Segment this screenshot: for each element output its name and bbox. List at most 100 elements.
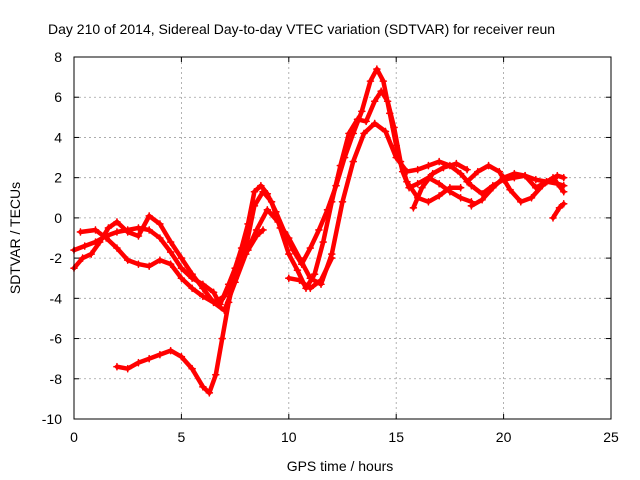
y-tick-label: -6	[50, 331, 63, 347]
data-point	[538, 181, 547, 190]
data-point	[345, 129, 353, 138]
data-point	[274, 218, 282, 226]
data-point	[145, 226, 153, 234]
data-point	[521, 171, 529, 180]
y-tick-label: 8	[54, 49, 62, 65]
data-point	[177, 274, 186, 283]
data-point	[358, 107, 366, 116]
data-point	[370, 97, 379, 106]
data-point	[553, 171, 562, 180]
data-point	[360, 129, 368, 138]
data-point	[336, 161, 345, 170]
series-arc-6	[463, 161, 568, 206]
data-point	[428, 169, 437, 178]
data-point	[362, 117, 370, 126]
data-point	[484, 161, 493, 170]
data-point	[463, 177, 471, 186]
data-point	[327, 254, 336, 262]
data-point	[259, 226, 267, 234]
data-point	[267, 198, 276, 206]
chart-title: Day 210 of 2014, Sidereal Day-to-day VTE…	[48, 21, 555, 37]
data-point	[76, 228, 85, 236]
data-point	[242, 250, 250, 258]
data-point	[474, 167, 482, 176]
data-point	[295, 254, 304, 262]
y-tick-label: 2	[54, 170, 62, 186]
x-tick-label: 15	[388, 429, 404, 445]
data-point	[373, 65, 381, 73]
data-point	[549, 214, 557, 222]
data-point	[250, 202, 259, 210]
data-point	[218, 334, 227, 343]
x-tick-label: 25	[603, 429, 619, 445]
data-point	[349, 157, 358, 166]
data-point	[478, 195, 486, 204]
data-point	[231, 278, 239, 287]
data-point	[510, 169, 519, 178]
data-point	[285, 234, 293, 242]
series-line	[550, 201, 566, 221]
data-point	[446, 183, 454, 192]
data-point	[95, 238, 104, 246]
data-point	[113, 362, 121, 371]
data-point	[379, 77, 388, 85]
data-point	[435, 157, 443, 166]
data-point	[285, 250, 293, 258]
series-arc-2	[70, 87, 465, 307]
data-point	[390, 123, 398, 132]
data-point	[156, 234, 164, 242]
data-point	[435, 191, 443, 200]
data-point	[188, 284, 196, 293]
data-point	[188, 364, 196, 373]
data-point	[549, 173, 557, 182]
data-point	[156, 220, 164, 228]
y-tick-label: -10	[42, 411, 62, 427]
data-point	[252, 226, 261, 234]
data-point	[220, 306, 229, 315]
data-point	[489, 183, 497, 192]
data-point	[166, 238, 175, 246]
data-point	[319, 238, 327, 246]
data-point	[418, 183, 426, 192]
data-point	[166, 346, 175, 355]
data-point	[424, 161, 433, 170]
data-point	[403, 177, 411, 186]
series-arc-8	[285, 254, 336, 293]
data-point	[199, 292, 207, 301]
data-point	[452, 159, 461, 168]
data-point	[209, 298, 218, 307]
data-point	[145, 212, 153, 220]
data-point	[177, 264, 186, 272]
data-point	[413, 179, 422, 188]
data-point	[91, 226, 100, 234]
x-tick-label: 20	[496, 429, 512, 445]
data-point	[134, 260, 143, 268]
data-point	[156, 350, 164, 359]
data-point	[113, 218, 121, 226]
data-point	[456, 183, 465, 192]
data-point	[80, 242, 89, 250]
data-point	[555, 204, 564, 212]
data-point	[317, 276, 325, 285]
data-point	[495, 167, 504, 176]
data-point	[409, 204, 418, 212]
data-point	[199, 284, 207, 293]
y-axis-label: SDTVAR / TECUs	[7, 182, 23, 294]
data-point	[310, 270, 319, 278]
x-tick-label: 10	[281, 429, 297, 445]
data-point	[134, 358, 143, 367]
data-point	[188, 270, 196, 278]
data-point	[392, 153, 400, 162]
data-point	[87, 250, 95, 258]
data-point	[123, 256, 132, 264]
data-point	[527, 193, 536, 202]
data-point	[353, 115, 362, 124]
x-axis-label: GPS time / hours	[287, 458, 394, 474]
data-point	[403, 167, 411, 176]
series-line	[411, 161, 470, 211]
data-point	[559, 173, 568, 182]
data-point	[532, 175, 540, 184]
y-tick-label: -8	[50, 371, 63, 387]
data-point	[506, 185, 514, 194]
